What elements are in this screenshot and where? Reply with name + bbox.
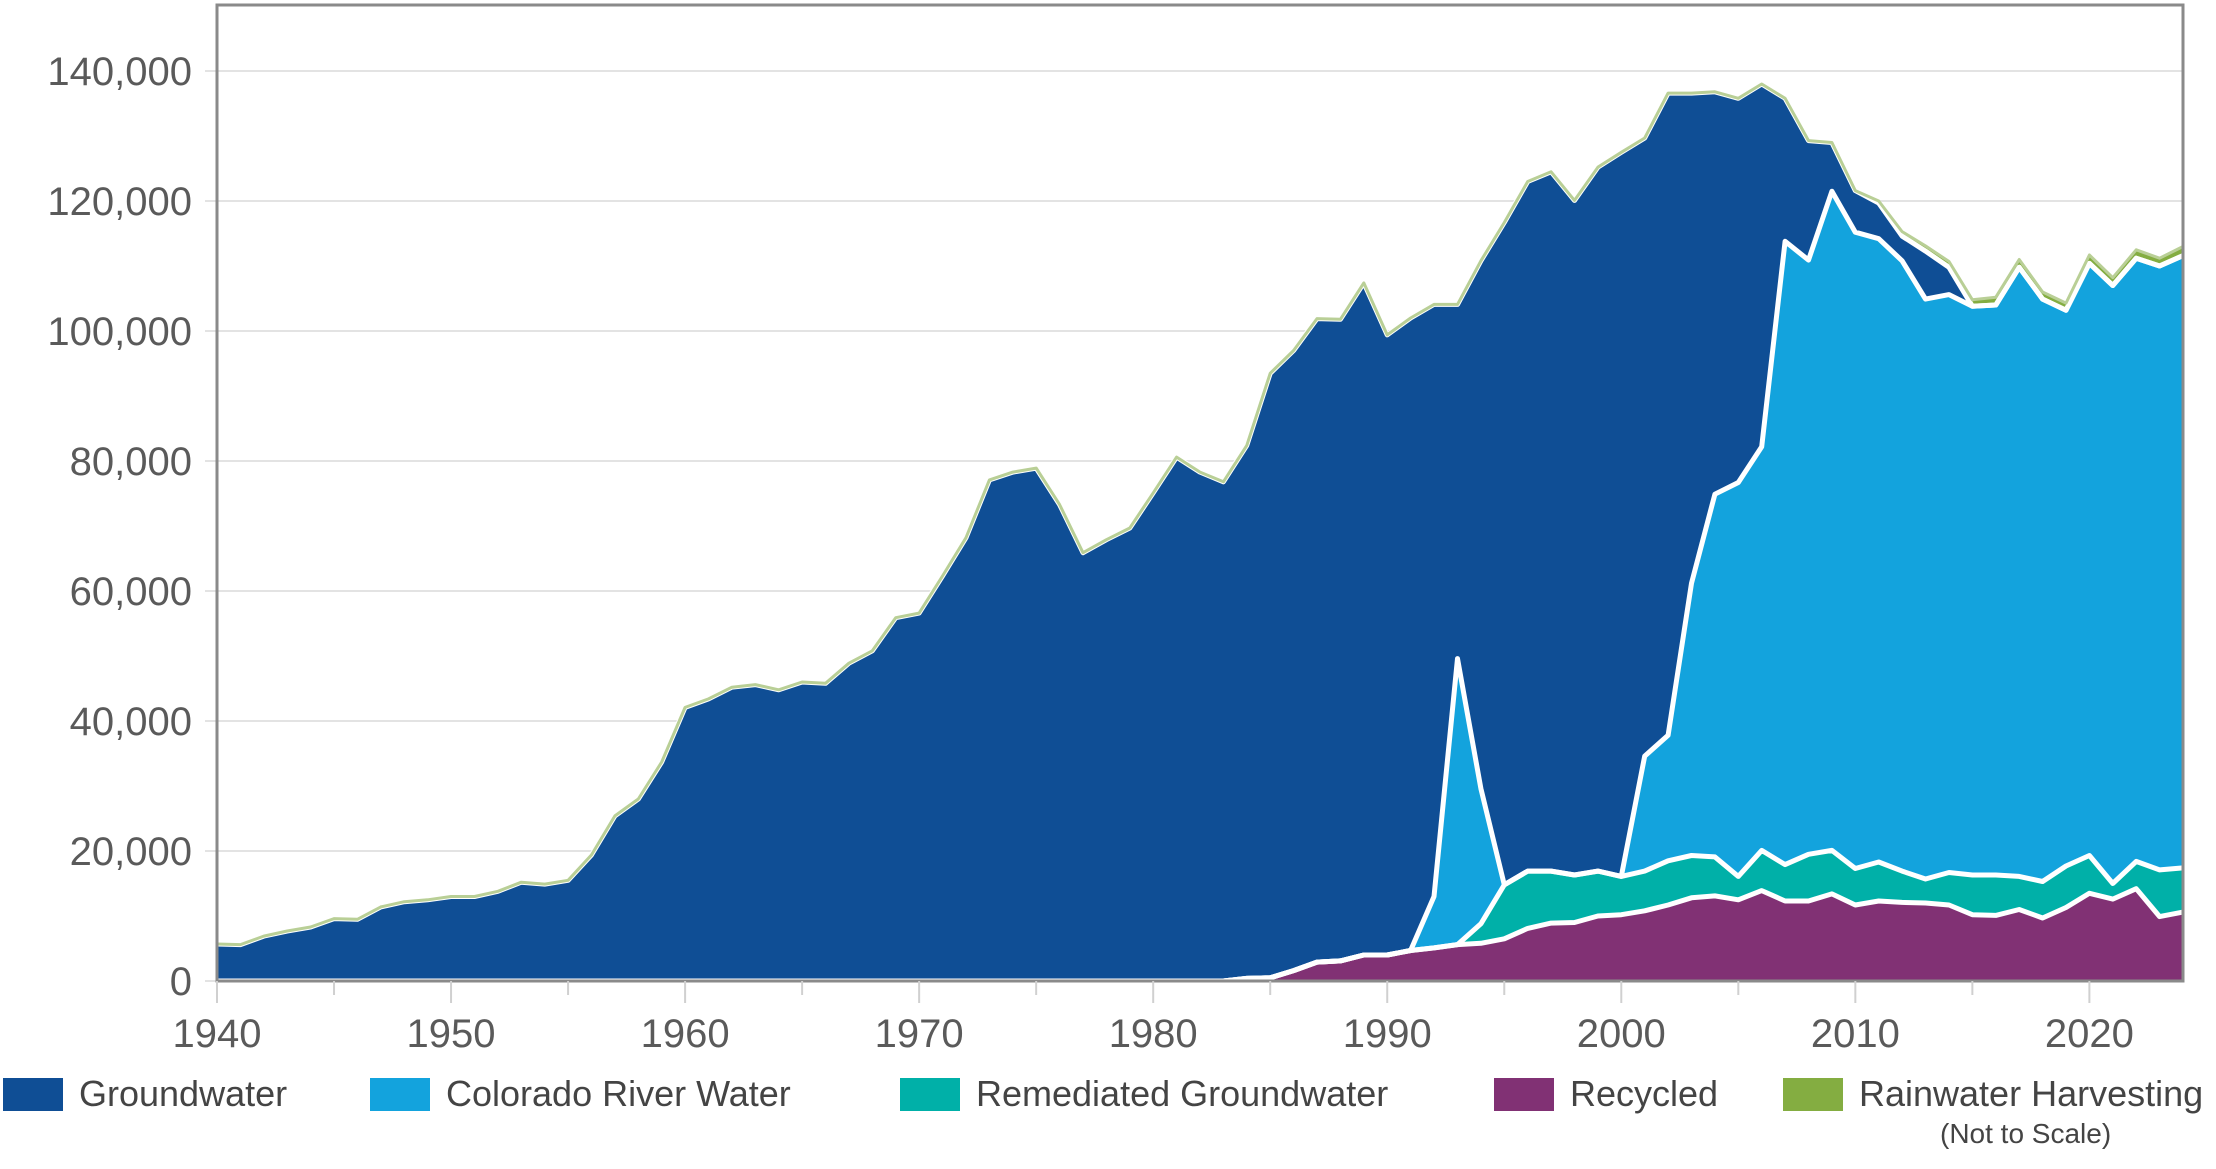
y-tick-label: 120,000 [47,180,192,224]
legend-swatch-recycled [1494,1077,1554,1111]
y-tick-label: 60,000 [70,570,192,614]
x-tick-label: 2020 [2045,1012,2134,1056]
legend-note-not-to-scale: (Not to Scale) [1940,1118,2112,1149]
y-axis-ticks: 0 20,000 40,000 60,000 80,000 100,000 120,000 1… [47,50,192,1004]
y-tick-label: 100,000 [47,310,192,354]
legend-swatch-rainwater-harvesting [1783,1077,1843,1111]
plot-frame [215,3,2185,983]
legend-swatch-remediated-groundwater [900,1077,960,1111]
x-tick-label: 1950 [407,1012,496,1056]
legend-label: Colorado River Water [446,1073,791,1114]
legend-item-remediated-groundwater[interactable]: Remediated Groundwater [900,1076,1388,1112]
x-tick-label: 1990 [1343,1012,1432,1056]
x-tick-label: 1970 [875,1012,964,1056]
area-remediated-groundwater [217,850,2183,981]
y-tick-label: 0 [170,960,192,1004]
legend-label: Recycled [1570,1073,1719,1114]
legend-label: Rainwater Harvesting [1859,1073,2204,1114]
legend-label: Remediated Groundwater [976,1073,1389,1114]
legend-swatch-groundwater [3,1077,63,1111]
area-groundwater [217,84,2183,981]
x-tick-label: 2000 [1577,1012,1666,1056]
legend-label: Groundwater [79,1073,288,1114]
legend: Groundwater Colorado River Water Remedia… [0,1076,2216,1166]
x-tick-label: 1940 [173,1012,262,1056]
y-tick-label: 40,000 [70,700,192,744]
y-tick-label: 20,000 [70,830,192,874]
legend-item-rainwater-harvesting[interactable]: Rainwater Harvesting [1783,1076,2203,1112]
x-tick-label: 1980 [1109,1012,1198,1056]
area-series [216,81,2185,984]
legend-item-recycled[interactable]: Recycled [1494,1076,1718,1112]
area-colorado-river-water [217,191,2183,982]
legend-item-groundwater[interactable]: Groundwater [3,1076,287,1112]
x-tick-label: 1960 [641,1012,730,1056]
legend-item-colorado-river-water[interactable]: Colorado River Water [370,1076,791,1112]
area-recycled [217,888,2183,981]
x-axis-ticks: 1940 1950 1960 1970 1980 1990 2000 2010 2020 [173,981,2134,1056]
y-tick-label: 80,000 [70,440,192,484]
stacked-area-chart: 0 20,000 40,000 60,000 80,000 100,000 120,000 1… [47,3,2185,1056]
y-tick-label: 140,000 [47,50,192,94]
legend-swatch-colorado-river-water [370,1077,430,1111]
x-tick-label: 2010 [1811,1012,1900,1056]
axes [215,3,2185,983]
outline-rainwater-harvesting [216,82,2184,947]
